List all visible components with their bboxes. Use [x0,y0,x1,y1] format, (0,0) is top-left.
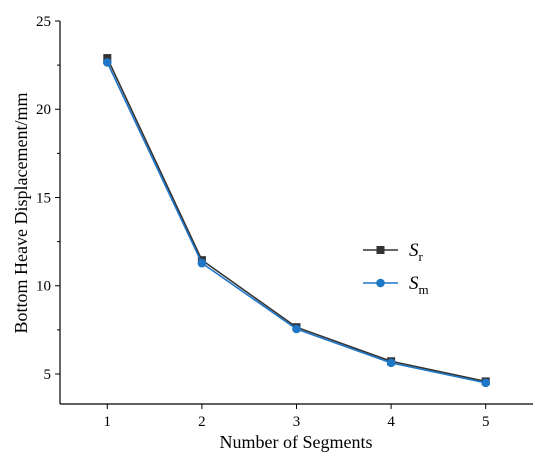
legend-marker-square [376,246,385,254]
x-tick-label: 5 [482,414,490,430]
x-axis-ticks: 1 2 3 4 5 [104,404,490,430]
legend: Sr Sm [363,240,429,297]
data-point-circle [386,358,396,368]
series-layer [103,54,491,388]
legend-label: Sm [409,273,429,297]
y-tick-label: 15 [36,190,51,206]
y-tick-label: 5 [44,367,52,383]
y-axis-ticks: 5 10 15 20 25 [36,14,60,383]
x-tick-label: 4 [387,414,395,430]
data-point-circle [103,58,112,67]
legend-label-subscript: m [419,282,429,297]
x-tick-label: 2 [198,414,206,430]
x-tick-label: 3 [293,414,301,430]
legend-label: Sr [409,240,424,264]
legend-marker-circle [376,278,385,288]
y-tick-label: 25 [36,14,51,30]
legend-item: Sr [363,240,424,264]
legend-item: Sm [363,273,429,297]
y-tick-label: 20 [36,102,51,118]
series-sr [103,54,490,386]
data-point-circle [197,258,207,268]
series-line [106,62,486,384]
y-tick-label: 10 [36,279,51,295]
data-point-circle [481,378,491,388]
legend-label-subscript: r [419,249,424,264]
x-axis-label: Number of Segments [220,432,373,452]
plot-area [59,21,533,405]
data-point-square [103,54,112,63]
y-axis-label: Bottom Heave Displacement/mm [11,93,31,334]
data-point-circle [292,324,301,334]
x-tick-label: 1 [104,414,112,430]
series-sm [103,58,491,388]
